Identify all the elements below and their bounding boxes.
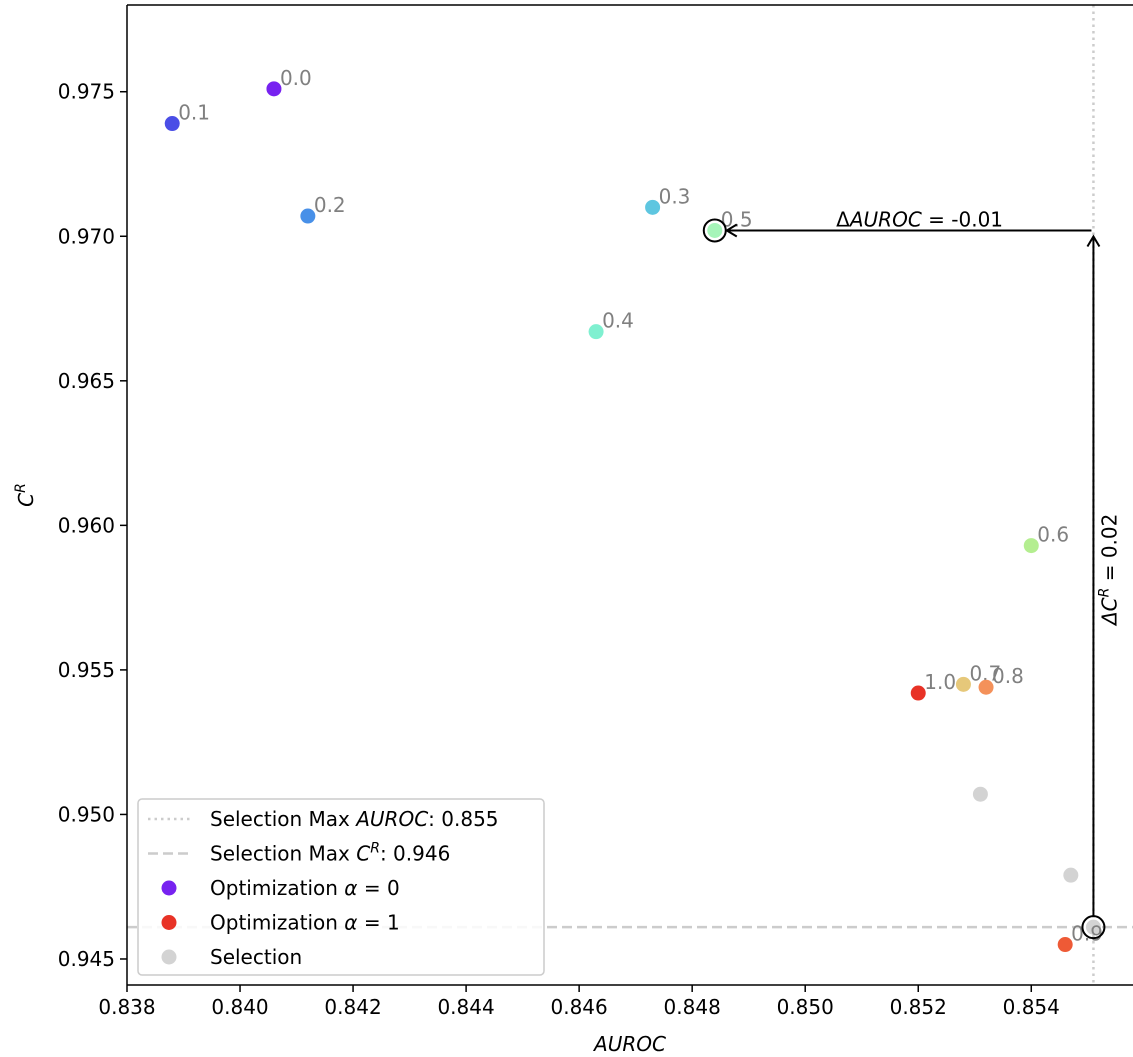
legend-label: Optimization α = 1 — [210, 911, 400, 935]
point-label: 0.9 — [1071, 922, 1103, 946]
annotations: ΔAUROC = -0.01 ΔCR = 0.02 — [724, 207, 1121, 917]
data-points: 0.00.10.2 0.30.40.50.60.70.80.91.0 — [164, 66, 1106, 953]
x-tick-label: 0.838 — [98, 995, 155, 1019]
y-tick-label: 0.970 — [58, 224, 115, 248]
selection-point — [1063, 867, 1079, 883]
legend-dot-marker — [161, 949, 177, 965]
y-tick-label: 0.950 — [58, 802, 115, 826]
y-tick-label: 0.975 — [58, 80, 115, 104]
point-label: 0.1 — [178, 101, 210, 125]
optimization-point — [910, 685, 926, 701]
y-tick-label: 0.945 — [58, 947, 115, 971]
x-tick-label: 0.848 — [664, 995, 721, 1019]
optimization-point — [164, 116, 180, 132]
legend-label: Selection — [210, 945, 302, 969]
y-tick-label: 0.955 — [58, 658, 115, 682]
point-label: 0.6 — [1037, 523, 1069, 547]
legend-box — [137, 798, 545, 976]
point-label: 0.4 — [602, 309, 634, 333]
optimization-point — [1023, 538, 1039, 554]
optimization-point — [955, 676, 971, 692]
legend-dot-marker — [161, 880, 177, 896]
point-label: 0.0 — [280, 66, 312, 90]
x-tick-label: 0.854 — [1003, 995, 1060, 1019]
y-axis-label: CR — [13, 483, 38, 507]
selection-point — [1085, 919, 1101, 935]
point-label: 0.8 — [992, 664, 1024, 688]
y-tick-label: 0.960 — [58, 513, 115, 537]
point-label: 0.2 — [314, 193, 346, 217]
legend-label: Optimization α = 0 — [210, 876, 400, 900]
delta-auroc-arrowhead — [724, 223, 738, 238]
optimization-point — [978, 679, 994, 695]
legend: Selection Max AUROC: 0.855 Selection Max … — [137, 798, 545, 976]
optimization-point — [1057, 937, 1073, 953]
y-tick-label: 0.965 — [58, 369, 115, 393]
legend-label: Selection Max CR: 0.946 — [210, 841, 450, 866]
optimization-point — [645, 199, 661, 215]
delta-cr-label: ΔCR = 0.02 — [1096, 514, 1121, 627]
optimization-point — [588, 324, 604, 340]
point-label: 0.3 — [659, 184, 691, 208]
legend-label: Selection Max AUROC: 0.855 — [210, 807, 499, 831]
delta-cr-arrowhead — [1086, 234, 1101, 248]
selection-point — [972, 786, 988, 802]
point-label: 1.0 — [924, 670, 956, 694]
legend-dot-marker — [161, 915, 177, 930]
x-tick-label: 0.846 — [551, 995, 608, 1019]
x-tick-label: 0.844 — [437, 995, 494, 1019]
x-axis-label: AUROC — [592, 1032, 666, 1056]
optimization-point — [266, 81, 282, 97]
optimization-point — [300, 208, 316, 224]
x-tick-label: 0.850 — [777, 995, 834, 1019]
axes: 0.838 0.840 0.842 0.844 0.846 0.848 0.850 0.852… — [13, 4, 1133, 1056]
delta-auroc-label: ΔAUROC = -0.01 — [836, 207, 1003, 231]
optimization-point — [707, 222, 723, 238]
x-tick-label: 0.852 — [890, 995, 947, 1019]
x-tick-label: 0.842 — [324, 995, 381, 1019]
x-tick-label: 0.840 — [211, 995, 268, 1019]
